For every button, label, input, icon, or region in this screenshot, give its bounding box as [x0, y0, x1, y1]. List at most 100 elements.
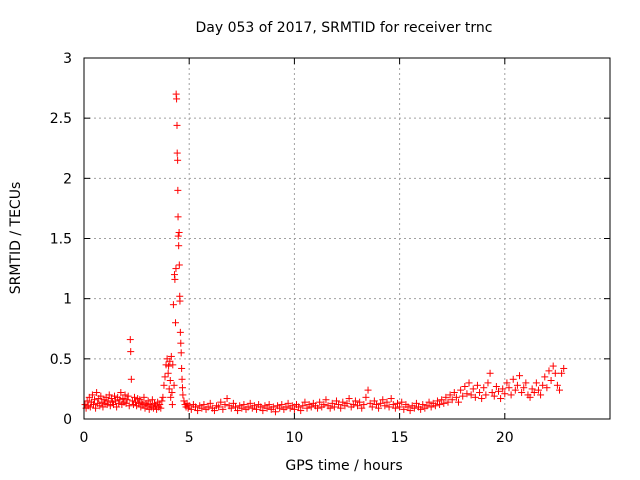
data-point: [358, 404, 366, 412]
data-point: [105, 391, 113, 399]
data-point: [174, 232, 182, 240]
data-point: [513, 381, 521, 389]
data-point: [177, 339, 185, 347]
data-point: [83, 397, 91, 405]
y-tick-label: 0.5: [50, 352, 72, 368]
data-point: [299, 402, 307, 410]
data-point: [375, 404, 383, 412]
data-point: [240, 401, 248, 409]
data-point: [210, 407, 218, 415]
data-point: [169, 361, 177, 369]
data-point: [132, 398, 140, 406]
data-point: [156, 401, 164, 409]
data-point: [148, 396, 156, 404]
data-point: [326, 404, 334, 412]
data-point: [244, 403, 252, 411]
data-point: [217, 398, 225, 406]
y-tick-label: 1: [63, 292, 72, 308]
data-point: [119, 395, 127, 403]
data-point: [526, 393, 534, 401]
data-point: [168, 401, 176, 409]
data-point: [81, 401, 89, 409]
data-point: [103, 401, 111, 409]
data-point: [387, 395, 395, 403]
data-point: [356, 398, 364, 406]
data-point: [130, 393, 138, 401]
data-point: [250, 402, 258, 410]
data-point: [169, 301, 177, 309]
data-point: [444, 398, 452, 406]
data-point: [511, 386, 519, 394]
data-point: [452, 393, 460, 401]
grid-lines: [84, 58, 610, 419]
data-point: [121, 391, 129, 399]
data-point: [560, 364, 568, 372]
data-point: [497, 395, 505, 403]
data-point: [117, 389, 125, 397]
data-point: [488, 389, 496, 397]
data-point: [476, 389, 484, 397]
data-point: [172, 319, 180, 327]
data-point: [187, 405, 195, 413]
data-point: [431, 402, 439, 410]
data-point: [335, 401, 343, 409]
data-point: [166, 357, 174, 365]
data-point: [106, 402, 114, 410]
y-tick-label: 2.5: [50, 111, 72, 127]
data-point: [231, 403, 239, 411]
data-point: [234, 407, 242, 415]
data-point: [391, 404, 399, 412]
data-point: [516, 372, 524, 380]
data-point: [174, 213, 182, 221]
data-point: [389, 401, 397, 409]
data-point: [143, 402, 151, 410]
data-point: [175, 228, 183, 236]
data-point: [123, 396, 131, 404]
data-point: [339, 398, 347, 406]
data-point: [278, 401, 286, 409]
data-point: [116, 396, 124, 404]
data-point: [366, 399, 374, 407]
data-point: [152, 402, 160, 410]
data-point: [172, 265, 180, 273]
chart-title: Day 053 of 2017, SRMTID for receiver trn…: [196, 20, 493, 36]
data-point: [111, 392, 119, 400]
data-point: [473, 381, 481, 389]
data-point: [206, 399, 214, 407]
data-point: [161, 373, 169, 381]
data-point: [328, 399, 336, 407]
data-point: [469, 385, 477, 393]
data-point: [364, 386, 372, 394]
data-point: [522, 379, 530, 387]
data-point: [442, 393, 450, 401]
data-point: [360, 401, 368, 409]
y-tick-label: 0: [63, 412, 72, 428]
data-point: [423, 402, 431, 410]
data-point: [362, 393, 370, 401]
data-point: [459, 392, 467, 400]
data-point: [427, 403, 435, 411]
data-point: [541, 373, 549, 381]
y-tick-label: 1.5: [50, 232, 72, 248]
data-point: [543, 384, 551, 392]
data-point: [558, 369, 566, 377]
data-point: [539, 381, 547, 389]
data-point: [265, 401, 273, 409]
data-point: [173, 149, 181, 157]
data-point: [269, 403, 277, 411]
data-point: [96, 402, 104, 410]
data-point: [465, 379, 473, 387]
data-point: [307, 403, 315, 411]
data-point: [89, 401, 97, 409]
data-point: [178, 375, 186, 383]
data-point: [467, 391, 475, 399]
data-point: [246, 399, 254, 407]
data-point: [419, 401, 427, 409]
data-point: [174, 156, 182, 164]
y-axis-label: SRMTID / TECUs: [8, 182, 24, 295]
data-point: [227, 404, 235, 412]
data-point: [126, 336, 134, 344]
data-points: [81, 90, 568, 416]
data-point: [288, 402, 296, 410]
data-point: [370, 397, 378, 405]
